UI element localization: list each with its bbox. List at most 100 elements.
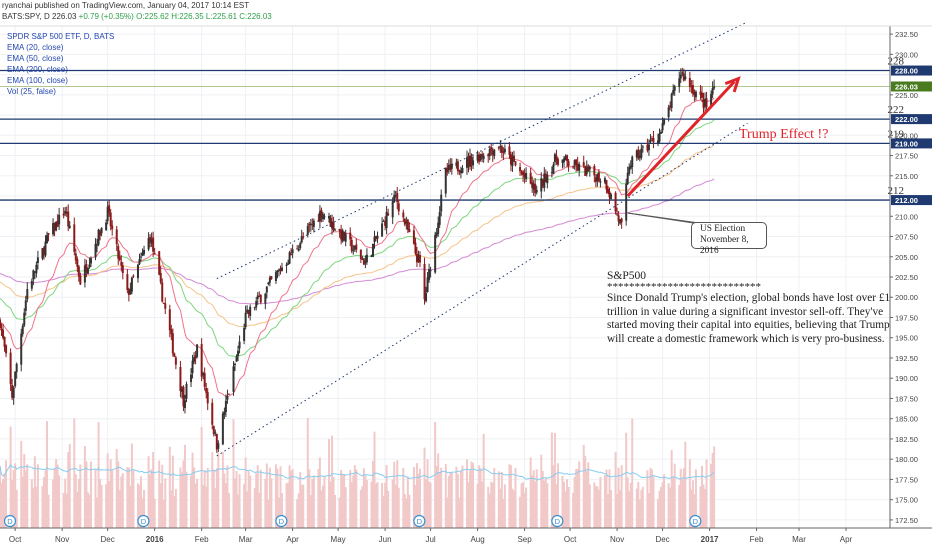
volume-bar bbox=[168, 446, 171, 528]
candle-body bbox=[681, 72, 684, 74]
candle-body bbox=[375, 236, 378, 239]
candle-body bbox=[249, 306, 252, 316]
volume-bar bbox=[640, 489, 643, 528]
candle-body bbox=[105, 222, 108, 231]
volume-bar bbox=[76, 491, 79, 528]
candle-body bbox=[288, 252, 291, 264]
candle-body bbox=[585, 167, 588, 175]
volume-bar bbox=[660, 486, 663, 528]
support-resistance-levels: 228 222 219 212 bbox=[0, 56, 905, 201]
candle-body bbox=[256, 295, 259, 299]
candle-body bbox=[120, 261, 123, 266]
candle-body bbox=[458, 170, 461, 172]
candle-body bbox=[512, 155, 515, 162]
dividend-marker-icon bbox=[3, 514, 17, 528]
volume-bar bbox=[359, 489, 362, 528]
volume-bar bbox=[331, 435, 334, 528]
candle-body bbox=[89, 258, 92, 264]
volume-bar bbox=[449, 472, 452, 528]
price-badge-label: 228.00 bbox=[895, 67, 918, 76]
candle-body bbox=[205, 388, 208, 393]
volume-bar bbox=[535, 469, 538, 528]
volume-bar bbox=[705, 459, 708, 528]
candle-body bbox=[41, 248, 44, 259]
trump-effect-arrow bbox=[626, 80, 736, 198]
volume-bar bbox=[661, 482, 664, 528]
candle-body bbox=[9, 352, 12, 385]
legend-volume[interactable]: Vol (25, false) bbox=[7, 87, 56, 96]
candle-body bbox=[11, 385, 14, 398]
legend-ema50[interactable]: EMA (50, close) bbox=[7, 54, 64, 63]
candle-body bbox=[74, 253, 77, 261]
candle-body bbox=[353, 245, 356, 250]
volume-bar bbox=[350, 482, 353, 528]
candle-body bbox=[617, 215, 620, 222]
candle-body bbox=[384, 221, 387, 226]
candle-body bbox=[394, 195, 397, 197]
volume-bar bbox=[647, 493, 650, 528]
candle-body bbox=[511, 157, 514, 166]
candle-body bbox=[440, 194, 443, 212]
candle-body bbox=[529, 172, 532, 184]
volume-bar bbox=[194, 483, 197, 528]
volume-bar bbox=[429, 482, 432, 528]
candle-body bbox=[253, 307, 256, 309]
volume-bar bbox=[47, 494, 50, 528]
legend-ema20[interactable]: EMA (20, close) bbox=[7, 43, 64, 52]
volume-bar bbox=[414, 484, 417, 528]
candle-body bbox=[663, 118, 666, 124]
legend-ema200[interactable]: EMA (200, close) bbox=[7, 65, 68, 74]
y-tick-label: 220.00 bbox=[895, 131, 918, 140]
volume-bar bbox=[637, 481, 640, 528]
candle-body bbox=[238, 341, 241, 349]
volume-bar bbox=[340, 469, 343, 528]
candle-body bbox=[702, 99, 705, 108]
candle-body bbox=[321, 214, 324, 220]
candle-body bbox=[438, 212, 441, 225]
candle-body bbox=[320, 210, 323, 218]
candle-body bbox=[46, 235, 49, 244]
volume-bar bbox=[203, 470, 206, 528]
candle-body bbox=[274, 272, 277, 282]
candle-body bbox=[196, 344, 199, 357]
candle-body bbox=[371, 243, 374, 257]
candle-body bbox=[174, 357, 177, 365]
legend-symbol[interactable]: SPDR S&P 500 ETF, D, BATS bbox=[7, 32, 115, 41]
candle-body bbox=[232, 366, 235, 392]
candle-body bbox=[540, 178, 543, 192]
candle-body bbox=[509, 154, 512, 165]
candle-body bbox=[606, 188, 609, 193]
volume-bar bbox=[143, 489, 146, 528]
volume-bar bbox=[332, 477, 335, 528]
volume-bar bbox=[620, 465, 623, 528]
volume-bar bbox=[576, 469, 579, 528]
candle-body bbox=[67, 211, 70, 227]
candle-body bbox=[42, 247, 45, 255]
volume-bar bbox=[614, 452, 617, 528]
volume-bar bbox=[23, 454, 26, 528]
volume-bar bbox=[355, 469, 358, 528]
candle-body bbox=[534, 184, 537, 194]
volume-bar bbox=[497, 471, 500, 528]
volume-bar bbox=[265, 463, 268, 528]
volume-bar bbox=[652, 476, 655, 528]
volume-bar bbox=[159, 483, 162, 528]
candle-body bbox=[227, 393, 230, 395]
candle-body bbox=[508, 146, 511, 155]
candle-body bbox=[309, 223, 312, 226]
candle-body bbox=[493, 149, 496, 157]
volume-bar bbox=[221, 451, 224, 528]
volume-bar bbox=[14, 463, 17, 528]
volume-bar bbox=[281, 493, 284, 528]
volume-bar bbox=[153, 498, 156, 528]
volume-bar bbox=[349, 469, 352, 528]
volume-bar bbox=[120, 476, 123, 528]
candle-body bbox=[455, 162, 458, 166]
candle-body bbox=[682, 73, 685, 81]
volume-bar bbox=[657, 499, 660, 528]
legend-ema100[interactable]: EMA (100, close) bbox=[7, 76, 68, 85]
candle-body bbox=[350, 239, 353, 252]
candle-body bbox=[525, 173, 528, 180]
y-tick-label: 207.50 bbox=[895, 233, 918, 242]
